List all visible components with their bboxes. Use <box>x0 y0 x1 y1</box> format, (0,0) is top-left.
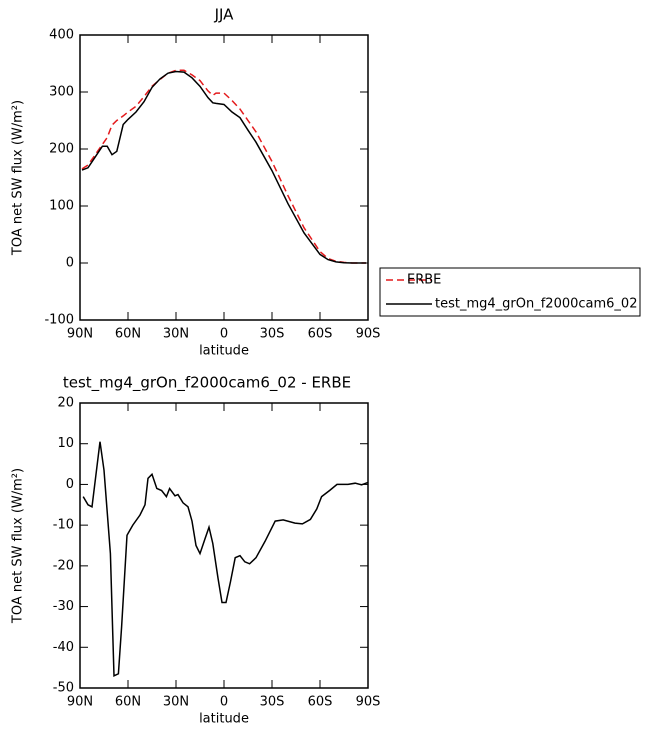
y-tick-label: -100 <box>44 313 74 328</box>
y-tick-label: 200 <box>49 142 74 157</box>
x-axis-label: latitude <box>199 712 249 727</box>
x-tick-label: 90N <box>67 327 93 342</box>
x-tick-label: 60S <box>308 695 333 710</box>
plot-frame <box>79 34 369 321</box>
x-tick-label: 60N <box>115 695 141 710</box>
y-tick-label: 100 <box>49 199 74 214</box>
x-tick-label: 0 <box>220 695 228 710</box>
y-tick-label: 0 <box>66 477 74 492</box>
x-axis-label: latitude <box>199 344 249 359</box>
y-tick-label: 400 <box>49 28 74 43</box>
y-axis-label: TOA net SW flux (W/m²) <box>11 100 26 256</box>
y-tick-label: -10 <box>53 518 74 533</box>
data-line <box>81 70 366 264</box>
x-tick-label: 30N <box>163 695 189 710</box>
x-tick-label: 0 <box>220 327 228 342</box>
x-tick-label: 30S <box>260 695 285 710</box>
x-tick-label: 90N <box>67 695 93 710</box>
y-tick-label: -50 <box>53 681 74 696</box>
data-line <box>82 441 369 677</box>
legend-label: ERBE <box>407 273 441 288</box>
x-tick-label: 60N <box>115 327 141 342</box>
y-tick-label: 20 <box>57 396 74 411</box>
chart-title: test_mg4_grOn_f2000cam6_02 - ERBE <box>63 374 351 393</box>
y-tick-label: 300 <box>49 85 74 100</box>
y-tick-label: 0 <box>66 256 74 271</box>
chart-title: JJA <box>214 6 235 24</box>
y-tick-label: 10 <box>57 436 74 451</box>
y-tick-label: -40 <box>53 640 74 655</box>
legend-box <box>379 267 641 317</box>
y-tick-label: -20 <box>53 558 74 573</box>
y-axis-label: TOA net SW flux (W/m²) <box>11 468 26 624</box>
y-tick-label: -30 <box>53 599 74 614</box>
plot-frame <box>79 402 369 689</box>
x-tick-label: 60S <box>308 327 333 342</box>
legend-label: test_mg4_grOn_f2000cam6_02 <box>435 297 637 312</box>
x-tick-label: 90S <box>356 695 381 710</box>
x-tick-label: 30N <box>163 327 189 342</box>
x-tick-label: 30S <box>260 327 285 342</box>
data-line <box>81 69 366 264</box>
x-tick-label: 90S <box>356 327 381 342</box>
